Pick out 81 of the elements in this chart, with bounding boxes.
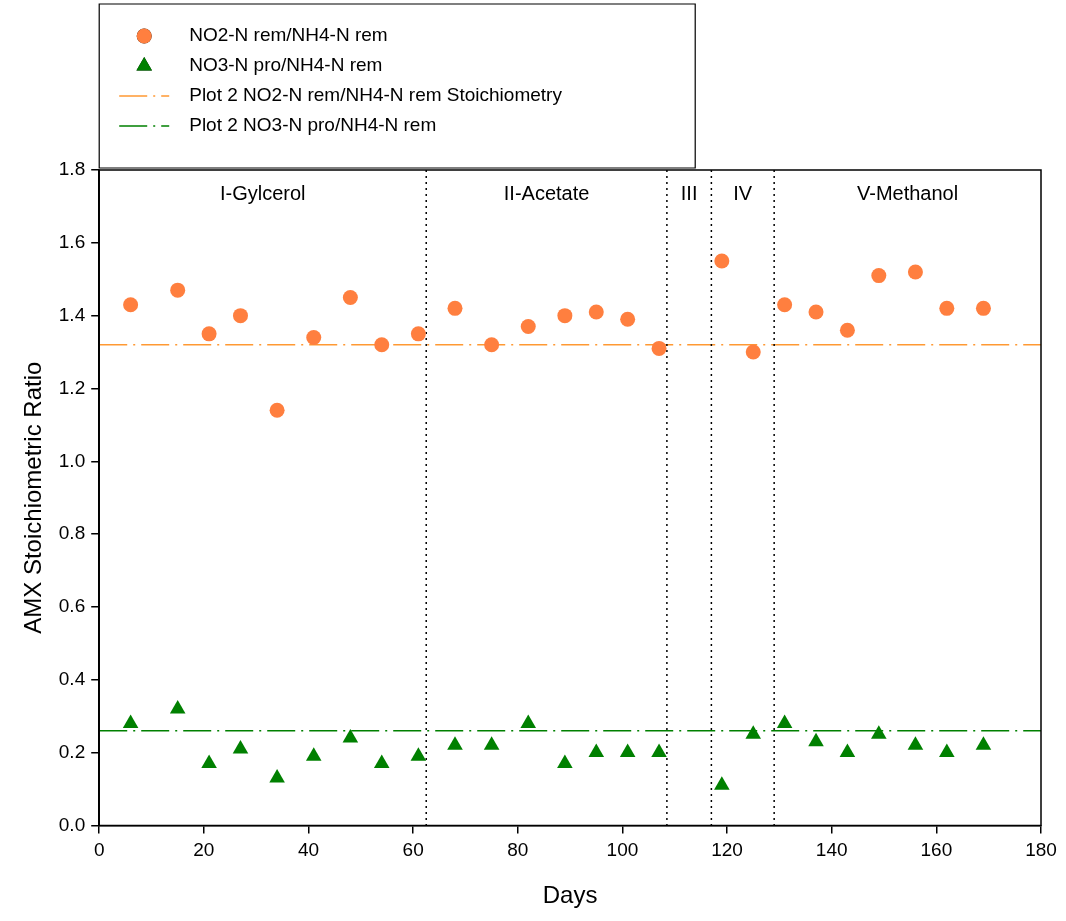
y-tick-label: 0.8 xyxy=(58,522,86,544)
point xyxy=(907,264,923,280)
point xyxy=(483,736,500,750)
y-tick-label: 0.2 xyxy=(58,740,86,762)
point xyxy=(557,308,573,324)
point xyxy=(619,743,636,758)
y-tick-label: 1.2 xyxy=(58,376,86,398)
x-tick-label: 40 xyxy=(297,839,320,861)
x-axis-title: Days xyxy=(542,881,598,909)
point xyxy=(201,326,217,342)
annotation: II-Acetate xyxy=(503,181,590,204)
point xyxy=(907,736,924,750)
y-tick-label: 1.6 xyxy=(58,231,86,253)
annotation: III xyxy=(680,181,698,204)
x-tick-label: 120 xyxy=(711,839,743,861)
point xyxy=(777,297,793,313)
point xyxy=(939,743,955,758)
y-tick-label: 1.0 xyxy=(58,449,86,471)
point xyxy=(714,253,730,269)
x-tick-label: 0 xyxy=(93,839,105,861)
point xyxy=(201,754,217,768)
point xyxy=(776,714,793,728)
point xyxy=(871,268,887,284)
point xyxy=(839,322,855,338)
annotation: IV xyxy=(733,181,753,204)
point xyxy=(839,743,856,758)
x-tick-label: 140 xyxy=(815,839,848,861)
point xyxy=(745,725,762,739)
point xyxy=(975,736,992,750)
legend-label: NO2-N rem/NH4-N rem xyxy=(189,24,388,46)
point xyxy=(374,337,390,353)
point xyxy=(306,329,322,345)
point xyxy=(714,776,730,790)
point xyxy=(269,402,285,418)
point xyxy=(651,340,667,356)
y-tick-label: 1.8 xyxy=(58,158,86,180)
point xyxy=(939,300,955,316)
point xyxy=(620,311,636,327)
legend-label: Plot 2 NO3-N pro/NH4-N rem xyxy=(189,114,437,136)
point xyxy=(123,297,139,313)
point xyxy=(410,326,426,342)
point xyxy=(232,739,249,754)
y-tick-label: 0.4 xyxy=(58,667,86,689)
point xyxy=(484,337,500,353)
point xyxy=(871,725,887,739)
point xyxy=(808,732,824,747)
point xyxy=(975,300,991,316)
point xyxy=(342,289,358,305)
point xyxy=(588,304,604,320)
annotation: I-Gylcerol xyxy=(219,181,306,204)
annotation: V-Methanol xyxy=(856,181,959,204)
point xyxy=(342,729,359,743)
y-tick-label: 0.6 xyxy=(58,595,86,617)
y-tick-label: 1.4 xyxy=(58,303,86,325)
point xyxy=(520,319,536,335)
legend-label: NO3-N pro/NH4-N rem xyxy=(189,54,383,76)
point xyxy=(169,699,186,714)
y-tick-label: 0.0 xyxy=(58,813,86,835)
x-tick-label: 80 xyxy=(507,839,529,861)
point xyxy=(588,743,605,758)
legend-label: Plot 2 NO2-N rem/NH4-N rem Stoichiometry xyxy=(189,84,563,106)
point xyxy=(232,308,248,324)
point xyxy=(808,304,824,320)
x-tick-label: 60 xyxy=(402,839,424,861)
point xyxy=(122,714,139,728)
point xyxy=(651,743,667,758)
x-tick-label: 20 xyxy=(193,839,215,861)
x-tick-label: 180 xyxy=(1025,839,1057,861)
point xyxy=(170,282,186,298)
point xyxy=(745,344,761,360)
point xyxy=(373,754,390,768)
point xyxy=(410,747,427,761)
point xyxy=(557,754,573,768)
x-tick-label: 160 xyxy=(920,839,953,861)
x-tick-label: 100 xyxy=(606,839,639,861)
point xyxy=(520,714,537,728)
point xyxy=(447,300,463,316)
point xyxy=(269,769,285,783)
y-axis-title: AMX Stoichiometric Ratio xyxy=(19,361,47,634)
point xyxy=(305,747,322,761)
point xyxy=(447,736,463,750)
